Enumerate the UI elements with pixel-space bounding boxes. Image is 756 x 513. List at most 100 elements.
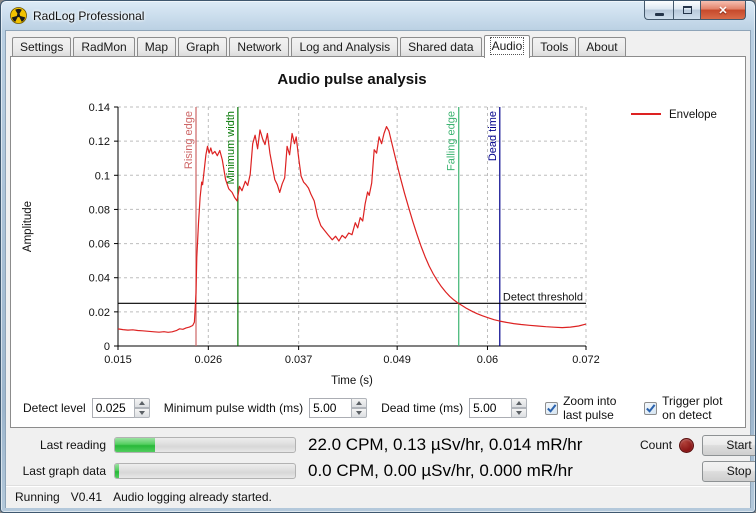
tab-bar: Settings RadMon Map Graph Network Log and Ana… <box>6 31 750 58</box>
tab-about[interactable]: About <box>578 37 626 56</box>
svg-text:0.02: 0.02 <box>89 307 110 319</box>
arrow-down-icon <box>516 411 523 415</box>
tab-label: Network <box>237 40 282 54</box>
checkbox-check-icon <box>545 401 559 415</box>
start-button[interactable]: Start <box>702 434 755 456</box>
tab-label: Log and Analysis <box>299 40 391 54</box>
tab-settings[interactable]: Settings <box>12 37 72 56</box>
svg-text:Detect threshold: Detect threshold <box>503 291 583 303</box>
dead-time-down-button[interactable] <box>511 408 528 418</box>
close-button[interactable]: ✕ <box>700 1 746 20</box>
detect-level-down-button[interactable] <box>133 408 150 418</box>
detect-level-up-button[interactable] <box>133 398 150 408</box>
checkbox-check-icon <box>644 401 658 415</box>
arrow-down-icon <box>138 411 145 415</box>
audio-pulse-chart: 0 0.02 0.04 0.06 0.08 0.1 0.12 0.14 0.015 0.026 0.… <box>22 71 717 387</box>
zoom-last-pulse-label: Zoom into last pulse <box>563 394 617 422</box>
client-area: Settings RadMon Map Graph Network Log and Ana… <box>5 30 755 508</box>
svg-text:Envelope: Envelope <box>669 109 717 121</box>
svg-text:Audio pulse analysis: Audio pulse analysis <box>277 71 426 88</box>
svg-text:Minimum width: Minimum width <box>225 111 237 184</box>
last-graph-data-label: Last graph data <box>22 464 106 478</box>
count-indicator: Count <box>640 437 695 453</box>
status-state: Running <box>15 490 60 504</box>
svg-text:0.12: 0.12 <box>89 136 110 148</box>
dead-time-input[interactable] <box>469 398 512 418</box>
titlebar[interactable]: RadLog Professional ✕ <box>1 1 755 30</box>
svg-text:0.015: 0.015 <box>104 354 132 366</box>
tab-network[interactable]: Network <box>229 37 290 56</box>
min-pulse-width-down-button[interactable] <box>351 408 368 418</box>
readings-panel: Last reading 22.0 CPM, 0.13 µSv/hr, 0.01… <box>10 428 755 482</box>
tab-label: About <box>586 40 618 54</box>
status-message: Audio logging already started. <box>113 490 272 504</box>
tab-shared-data[interactable]: Shared data <box>400 37 482 56</box>
svg-text:0.06: 0.06 <box>477 354 498 366</box>
svg-text:0.14: 0.14 <box>89 102 110 114</box>
count-label: Count <box>640 438 673 452</box>
window-title: RadLog Professional <box>33 8 145 23</box>
tab-label: RadMon <box>81 40 127 54</box>
window-controls: ✕ <box>644 1 746 20</box>
last-reading-progressbar <box>114 437 296 453</box>
last-graph-data-progressbar <box>114 463 296 479</box>
tab-label: Tools <box>540 40 569 54</box>
minimize-icon <box>654 12 664 16</box>
tab-label: Graph <box>186 40 220 54</box>
min-pulse-width-up-button[interactable] <box>351 398 368 408</box>
min-pulse-width-spinner <box>309 398 368 418</box>
svg-text:Time (s): Time (s) <box>331 375 373 387</box>
detect-level-spinner <box>91 398 150 418</box>
svg-text:Dead time: Dead time <box>487 111 499 161</box>
tab-tools[interactable]: Tools <box>532 37 577 56</box>
tab-log-and-analysis[interactable]: Log and Analysis <box>291 37 399 56</box>
dead-time-up-button[interactable] <box>511 398 528 408</box>
svg-text:0.08: 0.08 <box>89 204 110 216</box>
svg-text:0.06: 0.06 <box>89 239 110 251</box>
last-reading-value: 22.0 CPM, 0.13 µSv/hr, 0.014 mR/hr <box>308 435 583 454</box>
status-bar: Running V0.41 Audio logging already star… <box>6 485 750 508</box>
maximize-button[interactable] <box>673 1 700 20</box>
tab-audio[interactable]: Audio <box>483 35 531 58</box>
svg-text:0.026: 0.026 <box>195 354 223 366</box>
arrow-up-icon <box>516 401 523 405</box>
tab-label: Audio <box>489 37 525 55</box>
min-pulse-width-label: Minimum pulse width (ms) <box>163 401 304 415</box>
tab-label: Map <box>144 40 169 54</box>
tab-label: Settings <box>20 40 64 54</box>
zoom-last-pulse-checkbox[interactable]: Zoom into last pulse <box>545 394 630 422</box>
minimize-button[interactable] <box>644 1 673 20</box>
stop-button[interactable]: Stop <box>702 460 755 482</box>
min-pulse-width-input[interactable] <box>309 398 352 418</box>
trigger-plot-checkbox[interactable]: Trigger plot on detect <box>644 394 733 422</box>
status-version: V0.41 <box>70 490 103 504</box>
tab-page-audio: 0 0.02 0.04 0.06 0.08 0.1 0.12 0.14 0.015 0.026 0.… <box>10 56 746 428</box>
dead-time-label: Dead time (ms) <box>381 401 464 415</box>
svg-text:0.04: 0.04 <box>89 273 110 285</box>
dead-time-spinner <box>469 398 528 418</box>
detect-level-input[interactable] <box>91 398 134 418</box>
maximize-icon <box>682 6 692 14</box>
svg-text:0: 0 <box>104 341 110 353</box>
arrow-up-icon <box>138 401 145 405</box>
tab-label: Shared data <box>408 40 474 54</box>
svg-text:Falling edge: Falling edge <box>446 111 458 171</box>
svg-text:0.072: 0.072 <box>572 354 600 366</box>
svg-text:0.037: 0.037 <box>285 354 313 366</box>
arrow-down-icon <box>356 411 363 415</box>
svg-text:Rising edge: Rising edge <box>183 111 195 169</box>
tab-graph[interactable]: Graph <box>178 37 228 56</box>
last-reading-label: Last reading <box>39 438 106 452</box>
tab-radmon[interactable]: RadMon <box>73 37 135 56</box>
svg-text:Amplitude: Amplitude <box>22 201 34 252</box>
close-icon: ✕ <box>718 4 728 17</box>
progress-fill <box>115 464 119 478</box>
arrow-up-icon <box>356 401 363 405</box>
tab-map[interactable]: Map <box>136 37 177 56</box>
count-led-icon <box>679 437 695 453</box>
pulse-controls: Detect level Minimum pulse width (ms) <box>11 394 745 422</box>
radiation-icon <box>10 7 27 24</box>
trigger-plot-label: Trigger plot on detect <box>662 394 723 422</box>
detect-level-label: Detect level <box>23 401 86 415</box>
